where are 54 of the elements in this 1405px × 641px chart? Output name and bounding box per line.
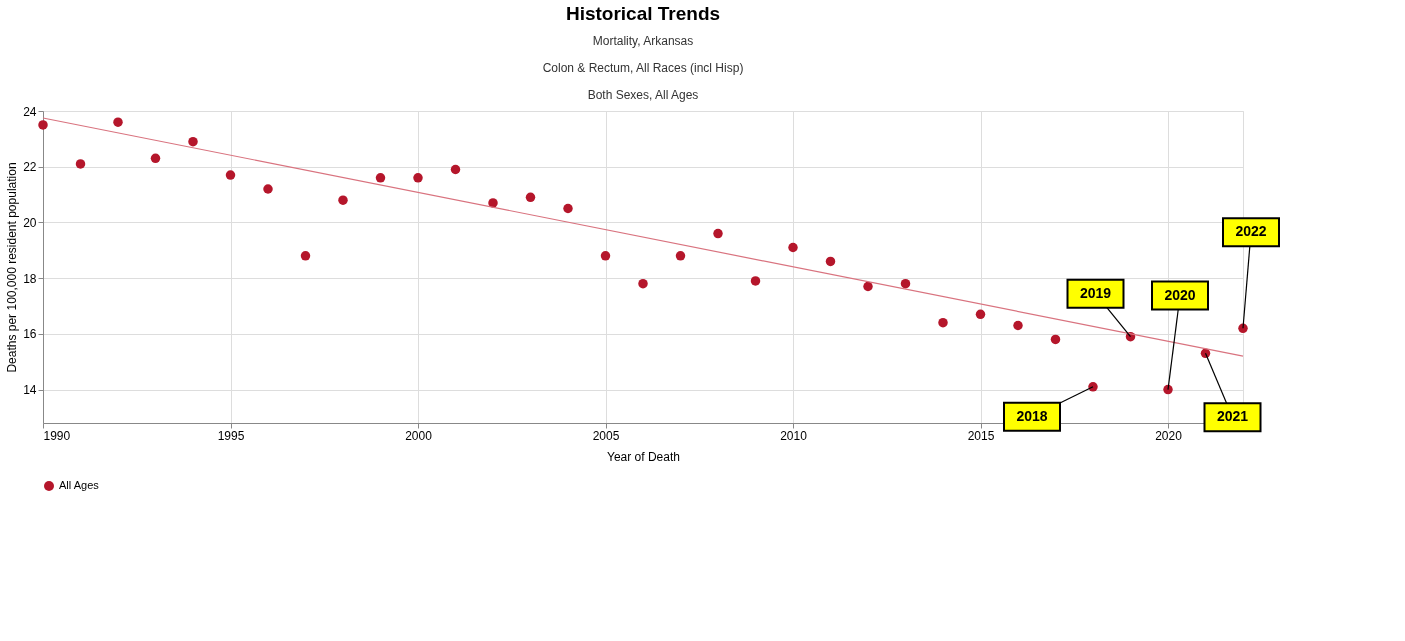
point bbox=[938, 317, 948, 328]
point bbox=[150, 153, 161, 164]
point bbox=[1238, 323, 1248, 334]
x-tick-label: 2015 bbox=[967, 428, 995, 443]
point bbox=[450, 164, 461, 175]
y-tick-label: 16 bbox=[23, 327, 37, 342]
point bbox=[788, 242, 798, 253]
point bbox=[563, 203, 573, 214]
x-tick-label: 2005 bbox=[592, 428, 620, 443]
y-tick-label: 20 bbox=[23, 215, 37, 230]
point bbox=[1013, 320, 1023, 331]
x-tick-label: 2000 bbox=[405, 428, 433, 443]
point bbox=[225, 170, 236, 180]
point bbox=[113, 117, 123, 127]
y-tick-label: 18 bbox=[23, 271, 37, 286]
y-tick-label: 22 bbox=[23, 160, 37, 175]
point bbox=[1050, 334, 1061, 345]
y-axis-title: Deaths per 100,000 resident population bbox=[5, 162, 20, 373]
point bbox=[188, 136, 198, 147]
annotation: 2019 bbox=[1079, 284, 1112, 301]
point bbox=[38, 120, 48, 130]
annotation: 2020 bbox=[1164, 286, 1196, 303]
annotation: 2022 bbox=[1235, 223, 1267, 240]
point bbox=[525, 192, 536, 203]
point bbox=[488, 198, 498, 208]
point bbox=[975, 309, 986, 320]
point bbox=[1163, 384, 1173, 395]
point bbox=[300, 251, 311, 261]
point bbox=[75, 159, 86, 169]
point bbox=[675, 251, 686, 261]
point bbox=[413, 173, 423, 183]
point bbox=[713, 228, 723, 239]
chart-title: Historical Trends bbox=[565, 3, 721, 24]
x-tick-label: 1995 bbox=[217, 428, 245, 443]
y-tick-label: 24 bbox=[23, 104, 37, 119]
point bbox=[825, 256, 836, 267]
point bbox=[1088, 382, 1098, 392]
point bbox=[338, 195, 348, 205]
point bbox=[638, 278, 648, 289]
point bbox=[750, 276, 761, 286]
x-tick-label: 1990 bbox=[43, 428, 71, 443]
x-axis-title: Year of Death bbox=[607, 449, 680, 464]
annotation: 2021 bbox=[1216, 408, 1249, 425]
point bbox=[900, 278, 911, 289]
point bbox=[263, 184, 273, 194]
chart-subtitle: Mortality, Arkansas Colon & Rectum, All Races (incl Hisp) Both Sexes, All Ages bbox=[542, 34, 744, 102]
point bbox=[375, 173, 386, 183]
y-tick-label: 14 bbox=[23, 383, 37, 398]
annotation: 2018 bbox=[1016, 407, 1048, 424]
point bbox=[863, 281, 873, 292]
point bbox=[600, 251, 611, 261]
legend-label: All Ages bbox=[59, 479, 100, 491]
x-tick-label: 2020 bbox=[1155, 428, 1183, 443]
x-tick-label: 2010 bbox=[780, 428, 808, 443]
